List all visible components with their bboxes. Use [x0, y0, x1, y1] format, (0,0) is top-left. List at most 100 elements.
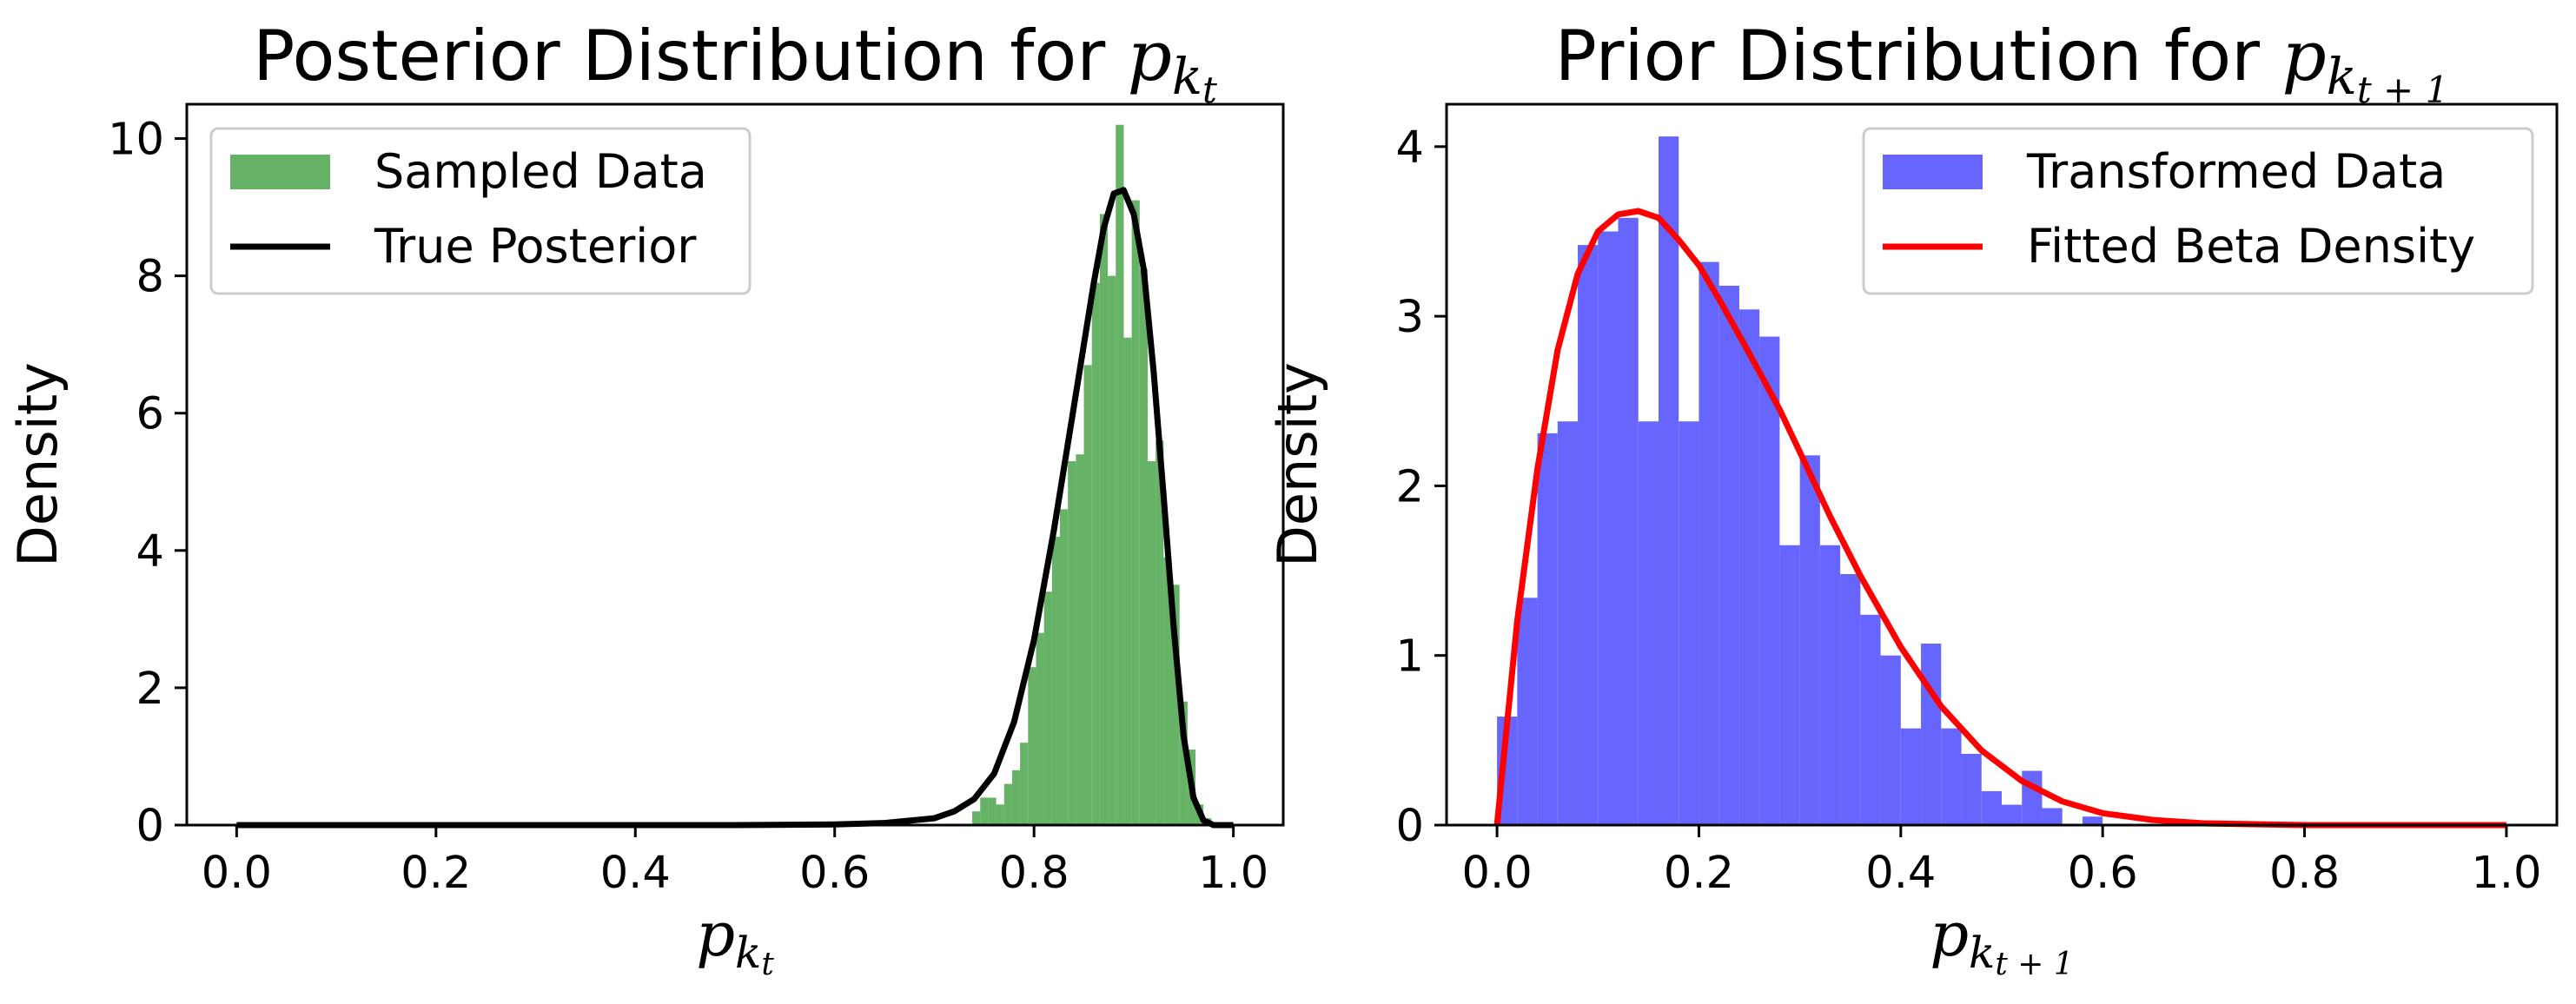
histogram-bar [1123, 337, 1132, 825]
x-tick-label: 0.2 [1664, 848, 1734, 899]
legend-frame [1862, 127, 2534, 295]
x-tick-label: 1.0 [2471, 848, 2541, 899]
histogram-bar [1880, 655, 1901, 825]
prior-panel: 0.0 0.2 0.4 0.6 0.8 1.0 0 1 2 3 4 Prior Distributi… [1266, 16, 2559, 982]
x-tick-label: 0.6 [799, 848, 870, 899]
histogram-bar [1738, 309, 1760, 825]
histogram-bar [996, 804, 1004, 825]
x-tick-label: 0.8 [999, 848, 1069, 899]
histogram-bar [1179, 701, 1188, 825]
histogram-bar [972, 811, 981, 825]
prior-xlabel: pkt + 1 [1930, 899, 2074, 982]
histogram-bar [1517, 598, 1538, 825]
prior-axes-frame [1445, 102, 2559, 827]
legend-label-sampled-data: Sampled Data [374, 144, 707, 199]
prior-ylabel: Density [1266, 362, 1329, 567]
legend-swatch-transformed-data [1883, 155, 1983, 189]
histogram-bar [1147, 461, 1156, 825]
histogram-bar [1638, 421, 1659, 825]
histogram-bar [2042, 808, 2063, 825]
histogram-bar [1043, 591, 1052, 825]
histogram-bar [1028, 667, 1036, 825]
x-tick-label: 0.2 [401, 848, 471, 899]
y-tick-label: 4 [136, 526, 164, 578]
x-tick-label: 0.6 [2068, 848, 2138, 899]
histogram-bar [1083, 365, 1092, 825]
histogram-bar [1799, 455, 1820, 825]
histogram-bar [1840, 573, 1861, 825]
x-tick-label: 0.4 [1865, 848, 1936, 899]
prior-title: Prior Distribution for pkt + 1 [1555, 16, 2449, 111]
histogram-bar [2022, 770, 2043, 825]
fitted-beta-density-line [1493, 208, 2506, 829]
x-tick-label: 0.0 [202, 848, 272, 899]
histogram-bar [1921, 644, 1942, 825]
posterior-ylabel: Density [6, 362, 70, 567]
posterior-title: Posterior Distribution for pkt [253, 16, 1217, 111]
histogram-bar [1941, 728, 1962, 825]
posterior-ticks: 0.0 0.2 0.4 0.6 0.8 1.0 0 2 4 6 8 10 [108, 115, 1268, 899]
histogram-bar [1060, 509, 1069, 825]
y-tick-label: 2 [136, 664, 164, 715]
histogram-bar [1171, 585, 1180, 825]
histogram-bar [1779, 545, 1800, 825]
x-tick-label: 1.0 [1198, 848, 1268, 899]
posterior-xlabel: pkt [696, 899, 774, 982]
histogram-bar [2082, 816, 2103, 825]
x-tick-label: 0.0 [1462, 848, 1533, 899]
histogram-bar [1020, 743, 1029, 825]
true-posterior-line [236, 187, 1234, 829]
y-tick-label: 6 [136, 389, 164, 440]
legend-label-fitted-beta-density: Fitted Beta Density [2027, 219, 2475, 274]
histogram-bar [980, 797, 989, 825]
histogram-bar [1156, 440, 1164, 825]
histogram-bar [2002, 804, 2023, 825]
legend-label-transformed-data: Transformed Data [2026, 144, 2446, 199]
histogram-bar [1860, 614, 1881, 825]
histogram-bar [1003, 783, 1012, 825]
histogram-bar [1679, 421, 1699, 825]
y-tick-label: 0 [136, 801, 164, 852]
histogram-bar [1076, 454, 1084, 825]
histogram-bar [1099, 214, 1109, 825]
histogram-bar [1658, 136, 1679, 825]
histogram-bar [1759, 336, 1780, 825]
histogram-bar [1108, 275, 1116, 826]
histogram-bar [1163, 557, 1172, 825]
histogram-bar [1819, 545, 1841, 825]
histogram-bar [1091, 282, 1100, 825]
histogram-bar [1116, 124, 1124, 825]
histogram-bar [988, 797, 997, 825]
y-tick-label: 1 [1396, 631, 1424, 683]
histogram-bar [1537, 433, 1558, 825]
prior-legend: Transformed Data Fitted Beta Density [1862, 127, 2534, 295]
y-tick-label: 8 [136, 252, 164, 303]
histogram-bar [1618, 217, 1639, 826]
histogram-bar [1718, 285, 1739, 825]
y-tick-label: 4 [1396, 122, 1424, 174]
prior-ticks: 0.0 0.2 0.4 0.6 0.8 1.0 0 1 2 3 4 [1396, 122, 2542, 899]
histogram-bar [1139, 268, 1148, 825]
histogram-bar [1578, 245, 1599, 825]
legend-swatch-sampled-data [230, 155, 330, 189]
histogram-bar [1036, 632, 1044, 825]
legend-frame [209, 127, 752, 295]
histogram-bar [1131, 200, 1140, 825]
histogram-bar [1699, 261, 1719, 825]
histogram-bar [1981, 790, 2002, 825]
histogram-bar [1900, 728, 1922, 825]
histogram-bar [1557, 421, 1579, 825]
histogram-bar [1598, 231, 1619, 825]
histogram-bar [1961, 753, 1982, 825]
y-tick-label: 0 [1396, 801, 1424, 852]
histogram-bar [1011, 770, 1021, 825]
x-tick-label: 0.8 [2269, 848, 2340, 899]
y-tick-label: 3 [1396, 292, 1424, 343]
x-tick-label: 0.4 [600, 848, 671, 899]
y-tick-label: 2 [1396, 461, 1424, 512]
posterior-panel: 0.0 0.2 0.4 0.6 0.8 1.0 0 2 4 6 8 10 Posterior Dist… [6, 16, 1285, 982]
y-tick-label: 10 [108, 115, 164, 166]
posterior-axes-frame [185, 102, 1285, 827]
histogram-bar [1051, 537, 1061, 825]
